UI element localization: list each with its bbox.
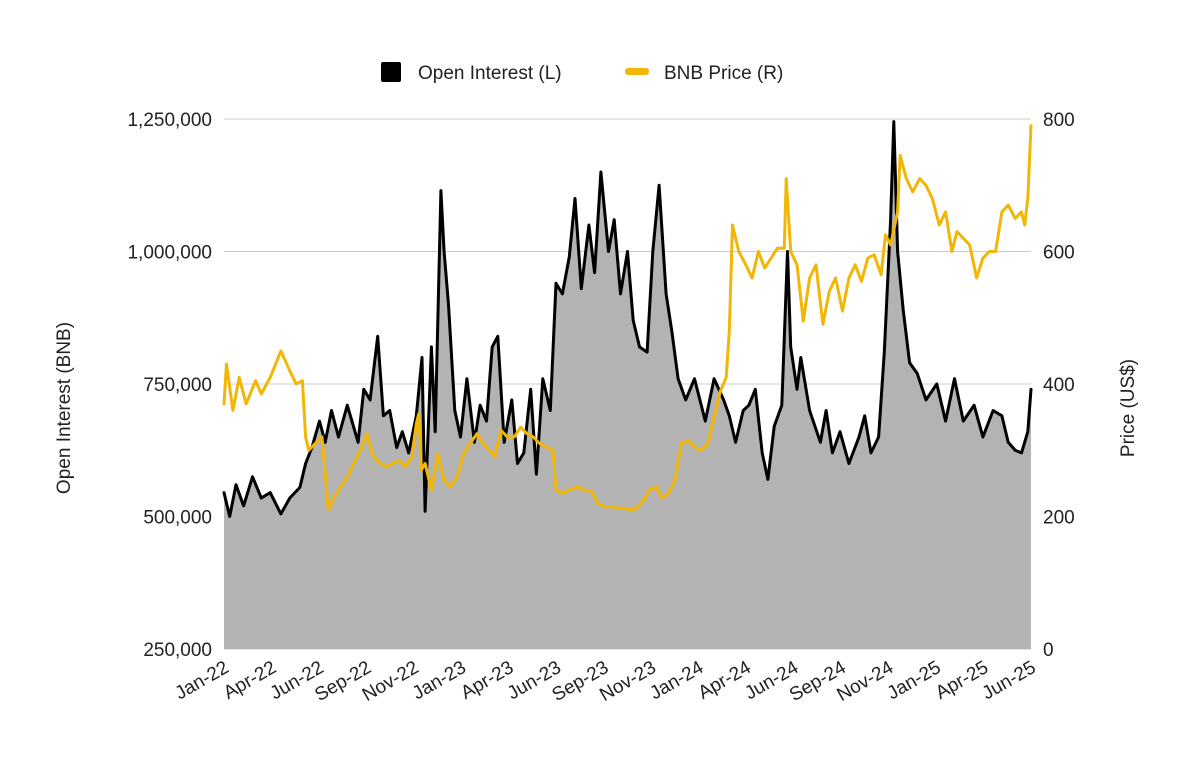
right-tick-label: 200 (1043, 508, 1075, 529)
x-tick-label: Jan-22 (172, 657, 233, 704)
x-axis-ticks: Jan-22Apr-22Jun-22Sep-22Nov-22Jan-23Apr-… (172, 657, 1040, 706)
right-axis-ticks: 0 200 400 600 800 (1043, 110, 1075, 661)
right-tick-label: 800 (1043, 110, 1075, 131)
plot-area (224, 121, 1031, 650)
left-tick-label: 1,250,000 (127, 110, 212, 131)
right-tick-label: 600 (1043, 243, 1075, 264)
x-tick-label: Jan-25 (884, 657, 945, 704)
legend-label-open-interest: Open Interest (L) (418, 63, 562, 84)
legend-item-bnb-price[interactable]: BNB Price (R) (625, 63, 783, 84)
left-tick-label: 1,000,000 (127, 243, 212, 264)
left-axis-ticks: 250,000 500,000 750,000 1,000,000 1,250,000 (127, 110, 212, 661)
right-axis-title: Price (US$) (1118, 359, 1139, 457)
legend-swatch-open-interest (381, 62, 401, 82)
legend-item-open-interest[interactable]: Open Interest (L) (381, 62, 562, 84)
open-interest-area (224, 121, 1031, 650)
left-tick-label: 750,000 (143, 375, 212, 396)
legend-label-bnb-price: BNB Price (R) (664, 63, 783, 84)
x-tick-label: Apr-22 (220, 657, 280, 704)
x-tick-label: Apr-25 (932, 657, 992, 704)
open-interest-line (222, 120, 1033, 518)
series-lines (222, 120, 1033, 518)
x-tick-label: Apr-24 (695, 657, 755, 704)
x-tick-label: Jan-23 (409, 657, 470, 704)
bnb-price-line (222, 124, 1033, 512)
x-tick-label: Jun-25 (979, 657, 1040, 704)
right-tick-label: 400 (1043, 375, 1075, 396)
left-tick-label: 250,000 (143, 640, 212, 661)
x-tick-label: Jan-24 (646, 657, 707, 704)
right-tick-label: 0 (1043, 640, 1054, 661)
left-tick-label: 500,000 (143, 508, 212, 529)
legend: Open Interest (L) BNB Price (R) (381, 62, 783, 84)
legend-swatch-bnb-price (625, 68, 649, 75)
x-tick-label: Apr-23 (457, 657, 517, 704)
left-axis-title: Open Interest (BNB) (54, 322, 75, 494)
